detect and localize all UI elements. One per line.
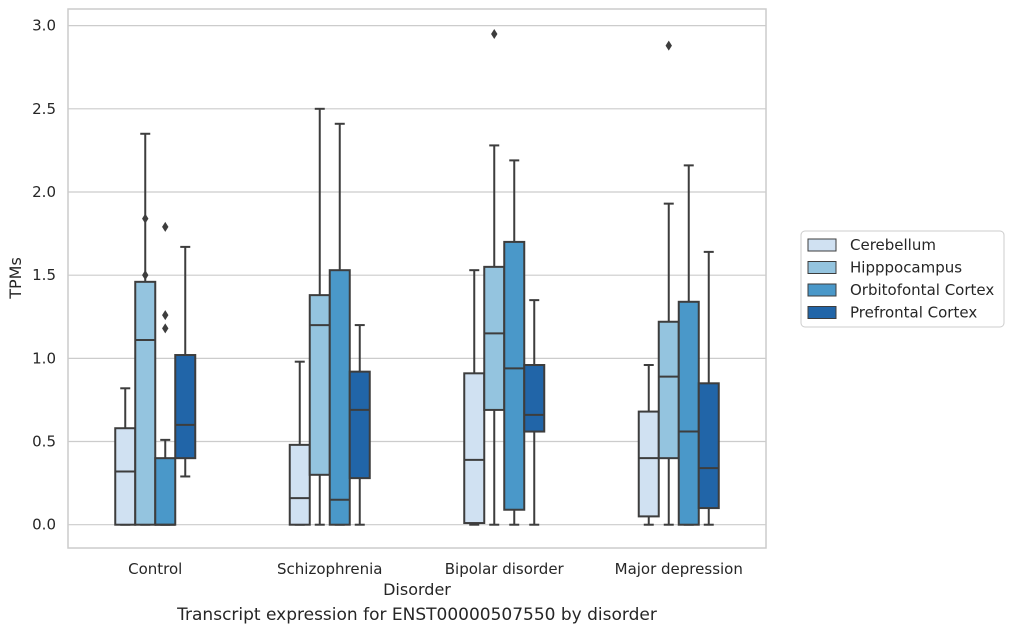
box [174,354,197,460]
legend-item: Hipppocampus [807,259,962,277]
box [637,410,660,518]
legend-swatch [807,238,837,252]
x-tick-label: Major depression [615,560,743,578]
box-group [463,28,546,526]
legend-label: Hipppocampus [850,259,962,277]
legend-item: Prefrontal Cortex [807,304,977,322]
box [503,240,526,511]
legend-swatch [807,306,837,319]
legend-item: Cerebellum [807,236,936,254]
legend-swatch [807,283,837,297]
box [134,280,157,526]
outlier-point [665,40,672,51]
y-tick-label: 3.0 [32,17,56,35]
y-tick-label: 2.5 [32,100,56,118]
legend-frame [800,230,1005,328]
legend-label: Prefrontal Cortex [850,304,977,322]
box [328,269,351,526]
x-tick-labels: Control Schizophrenia Bipolar disorder Majo… [128,560,743,578]
box [523,364,546,433]
box [697,382,720,510]
y-tick-label: 0.0 [32,516,56,534]
outlier-point [142,270,149,281]
x-tick-label: Bipolar disorder [445,560,565,578]
box [154,457,177,526]
legend-item: Orbitofontal Cortex [807,281,994,299]
x-tick-label: Schizophrenia [277,560,382,578]
y-tick-label: 0.5 [32,433,56,451]
outlier-point [162,323,169,334]
box [348,370,371,480]
box-group [288,107,371,526]
x-axis-title: Disorder [383,580,451,599]
box [657,320,680,460]
box [677,300,700,526]
box-group [114,132,197,526]
box [308,294,331,476]
y-tick-label: 1.5 [32,266,56,284]
legend: Cerebellum Hipppocampus Orbitofontal Corte… [800,230,1005,328]
legend-swatch [807,261,837,274]
y-axis-title: TPMs [6,257,25,300]
box [288,443,311,526]
x-tick-label: Control [128,560,182,578]
outlier-point [491,28,498,39]
box-group [637,40,720,526]
legend-label: Cerebellum [850,236,936,254]
y-tick-label: 1.0 [32,349,56,367]
y-tick-label: 2.0 [32,183,56,201]
outlier-point [162,310,169,321]
box [463,372,486,525]
box [483,265,506,411]
legend-label: Orbitofontal Cortex [850,281,994,299]
outlier-point [142,213,149,224]
outlier-point [162,221,169,232]
figure-caption: Transcript expression for ENST0000050755… [177,605,657,625]
box [114,427,137,526]
box-groups [114,28,720,526]
y-tick-labels: 0.0 0.5 1.0 1.5 2.0 2.5 3.0 [32,17,56,534]
